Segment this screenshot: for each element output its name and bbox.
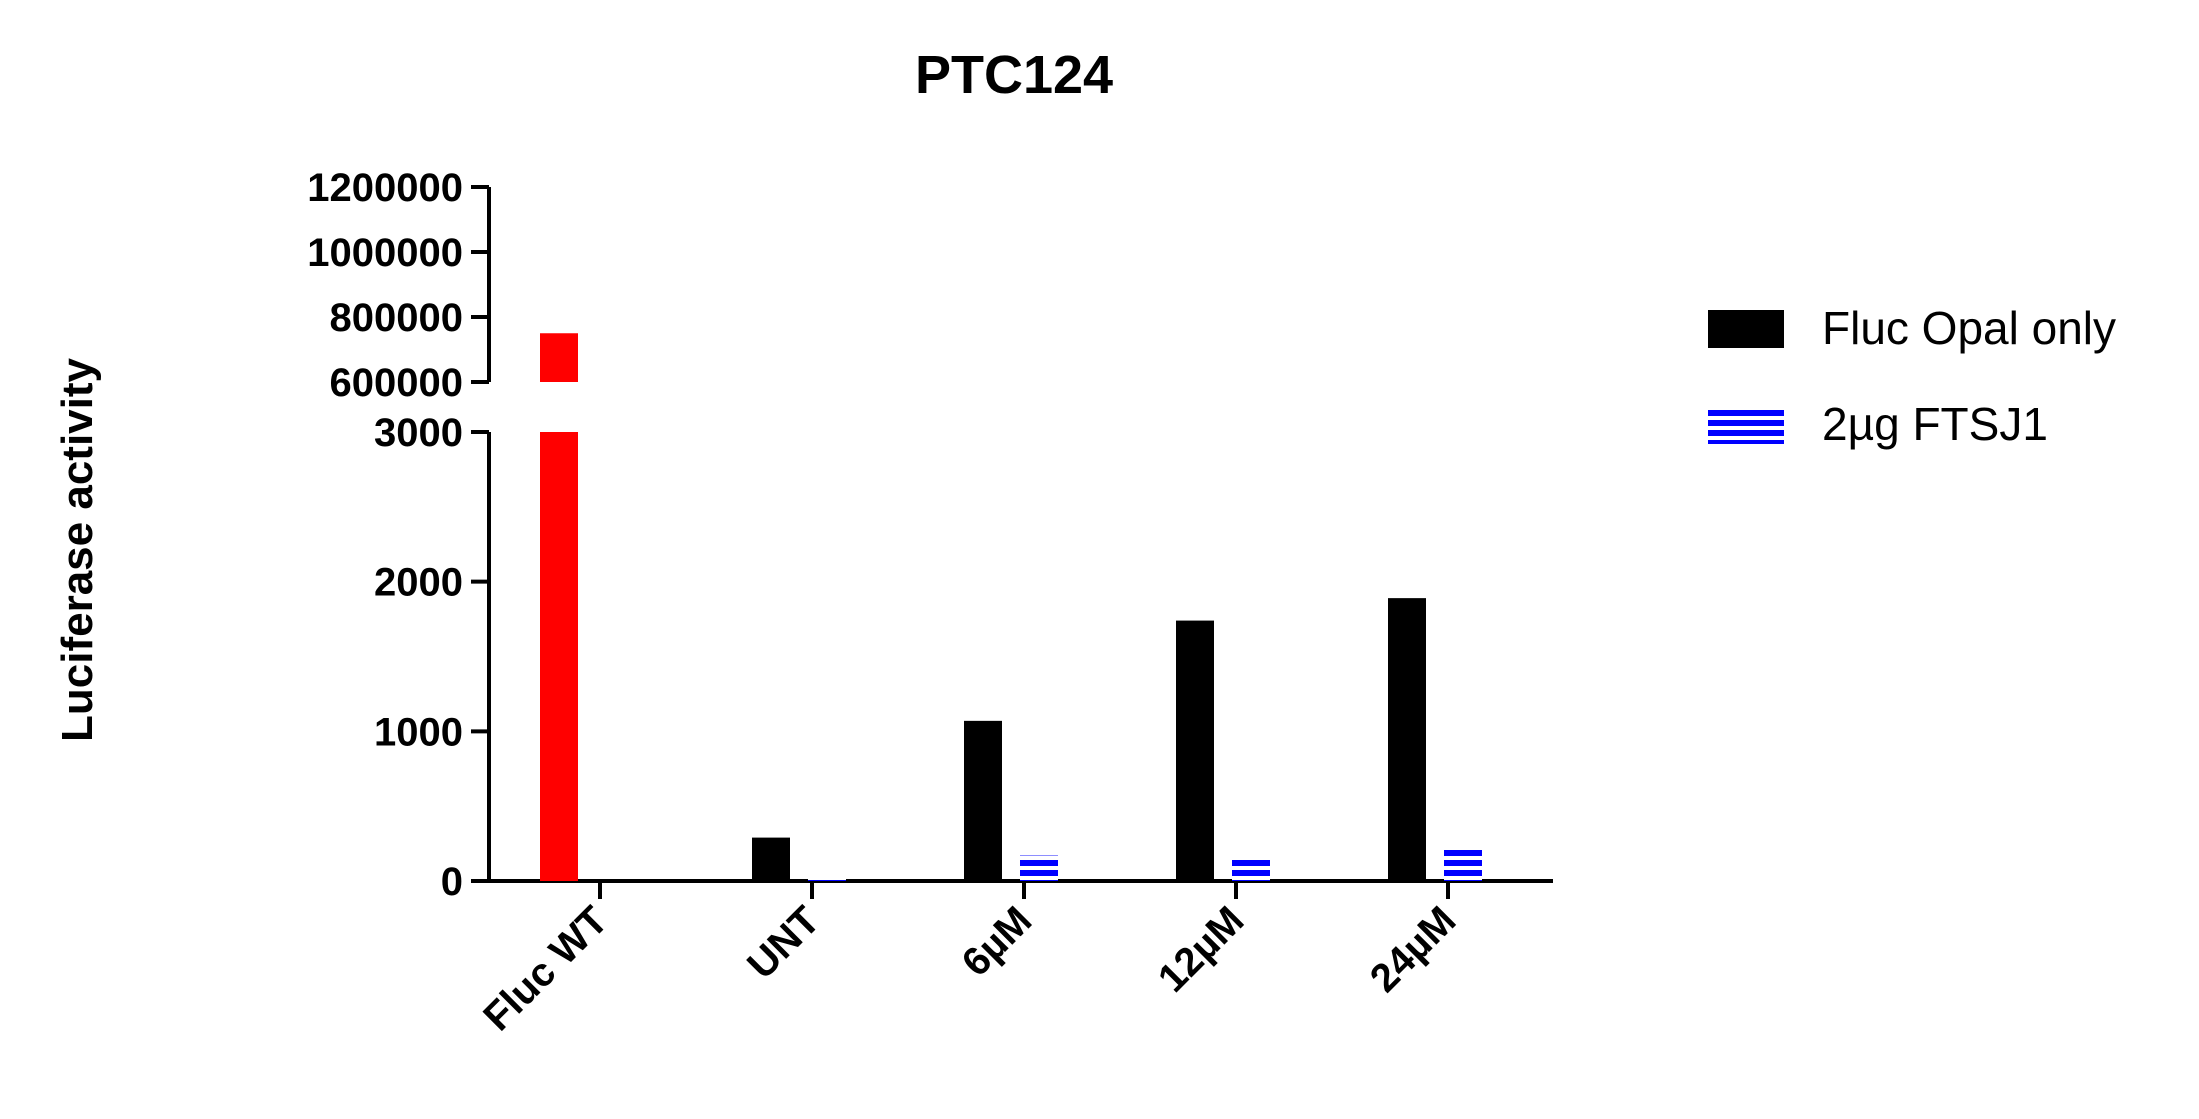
y-tick-label: 3000: [374, 411, 463, 455]
x-tick-label: 6µM: [954, 898, 1041, 985]
x-tick-label: Fluc WT: [475, 898, 616, 1039]
y-ticks: 0 1000 2000 3000 600000 800000 1000000 1200000: [307, 166, 489, 904]
chart-title: PTC124: [915, 45, 1113, 105]
bars: [540, 333, 1482, 881]
y-tick-label: 1200000: [307, 166, 463, 210]
y-tick-label: 1000: [374, 710, 463, 754]
legend-label: Fluc Opal only: [1822, 302, 2116, 354]
bar-ftsj1-4: [1444, 849, 1482, 881]
bar-fluc-opal-only-3: [1176, 620, 1214, 881]
bar-ftsj1-3: [1232, 856, 1270, 881]
bar-fluc-wt-lower: [540, 432, 578, 881]
x-tick-label: 12µM: [1150, 898, 1252, 1000]
y-tick-label: 0: [441, 860, 463, 904]
x-ticks: Fluc WT UNT 6µM 12µM 24µM: [475, 881, 1464, 1039]
legend-label: 2µg FTSJ1: [1822, 398, 2048, 450]
legend-swatch: [1708, 310, 1784, 348]
y-tick-label: 600000: [330, 361, 463, 405]
bar-fluc-opal-only-2: [964, 720, 1002, 881]
y-tick-label: 1000000: [307, 231, 463, 275]
bar-fluc-wt-upper: [540, 333, 578, 382]
y-axis-label: Luciferase activity: [53, 357, 102, 741]
bar-ftsj1-1: [808, 878, 846, 881]
y-tick-label: 2000: [374, 561, 463, 605]
y-tick-label: 800000: [330, 296, 463, 340]
x-tick-label: 24µM: [1362, 898, 1464, 1000]
bar-fluc-opal-only-1: [752, 837, 790, 881]
legend-swatch: [1708, 406, 1784, 444]
bar-fluc-opal-only-4: [1388, 598, 1426, 881]
bar-ftsj1-2: [1020, 855, 1058, 881]
x-tick-label: UNT: [739, 898, 828, 987]
legend: Fluc Opal only 2µg FTSJ1: [1708, 302, 2116, 450]
